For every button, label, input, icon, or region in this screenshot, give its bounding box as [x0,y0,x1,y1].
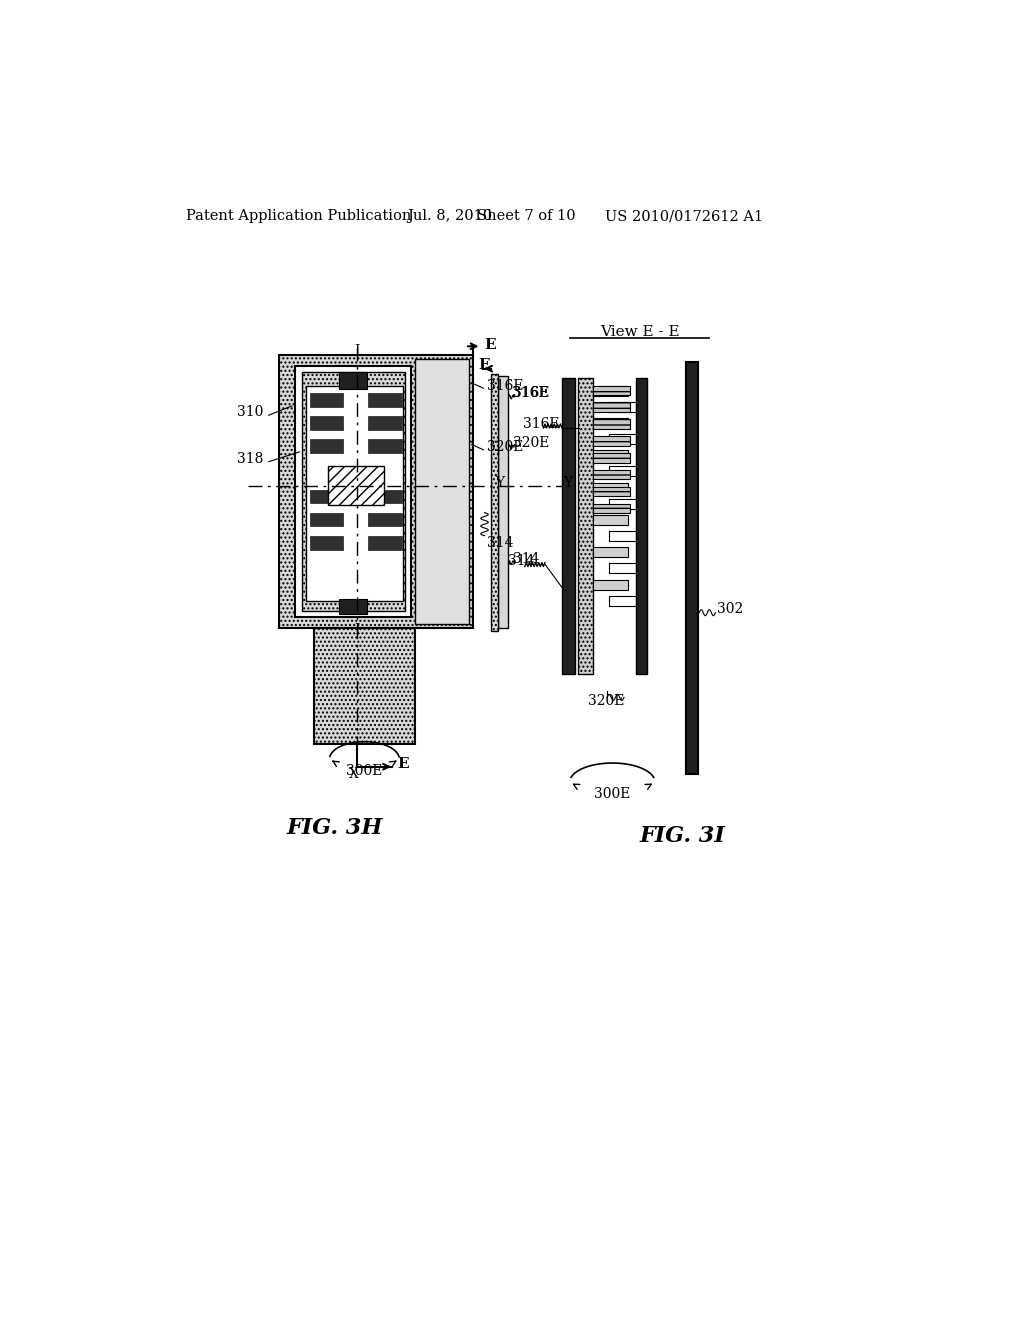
Bar [310,440,343,453]
Bar [593,437,630,446]
Text: I: I [354,345,359,358]
Text: 300E: 300E [594,788,631,801]
Bar [369,512,401,527]
Text: E: E [397,756,409,771]
Bar [310,416,343,430]
Bar [593,487,630,496]
Bar [593,420,630,429]
Text: 316E: 316E [512,387,548,400]
Bar [562,378,575,675]
Text: 314: 314 [508,554,535,568]
Bar [369,416,401,430]
Bar [339,599,367,614]
Bar [280,355,473,628]
Text: View E - E: View E - E [600,325,679,339]
Bar [295,367,411,616]
Bar [593,470,630,479]
Text: Y: Y [496,477,505,490]
Text: 318: 318 [237,451,263,466]
Text: FIG. 3H: FIG. 3H [287,817,383,840]
Bar [310,512,343,527]
Text: FIG. 3I: FIG. 3I [640,825,725,847]
Text: 316E: 316E [523,417,560,432]
Text: 300E: 300E [346,763,383,777]
Bar [608,499,636,508]
Bar [593,548,628,557]
Text: US 2010/0172612 A1: US 2010/0172612 A1 [604,209,763,223]
Bar [593,385,630,395]
Bar [593,515,628,525]
Bar [369,536,401,549]
Bar [593,483,628,492]
Text: 310: 310 [237,405,263,420]
Bar [593,385,628,396]
Bar [593,579,628,590]
Text: 320E: 320E [588,694,624,709]
Text: 320E: 320E [513,437,550,450]
Bar [339,372,367,389]
Bar [593,403,630,412]
Bar [314,628,415,743]
Text: Patent Application Publication: Patent Application Publication [186,209,412,223]
Bar [369,393,401,407]
Text: 314: 314 [513,552,540,566]
Text: 316E: 316E [513,387,550,400]
Bar [490,374,498,631]
Text: 302: 302 [717,602,743,616]
Bar [608,531,636,541]
Text: Sheet 7 of 10: Sheet 7 of 10 [477,209,575,223]
Bar [369,490,401,503]
Bar [636,378,647,675]
Bar [328,466,384,506]
Bar [498,376,508,628]
Bar [608,564,636,573]
Text: Jul. 8, 2010: Jul. 8, 2010 [407,209,493,223]
Bar [310,393,343,407]
Bar [593,450,628,461]
Bar [686,363,698,775]
Bar [578,378,593,675]
Bar [593,453,630,462]
Bar [593,504,630,513]
Text: 320E: 320E [486,440,523,454]
Text: Y: Y [563,477,572,490]
Text: E: E [478,358,489,372]
Bar [310,490,343,503]
Bar [608,595,636,606]
Bar [369,440,401,453]
Text: 314: 314 [486,536,513,550]
Text: E: E [484,338,496,351]
Text: X: X [349,767,358,781]
Bar [593,418,628,428]
Text: I: I [354,623,359,636]
Bar [608,401,636,412]
Bar [310,536,343,549]
Bar [608,434,636,444]
Text: 316E: 316E [486,379,523,392]
Bar [306,385,403,601]
Bar [608,466,636,477]
Bar [302,372,406,611]
Bar [415,359,469,624]
